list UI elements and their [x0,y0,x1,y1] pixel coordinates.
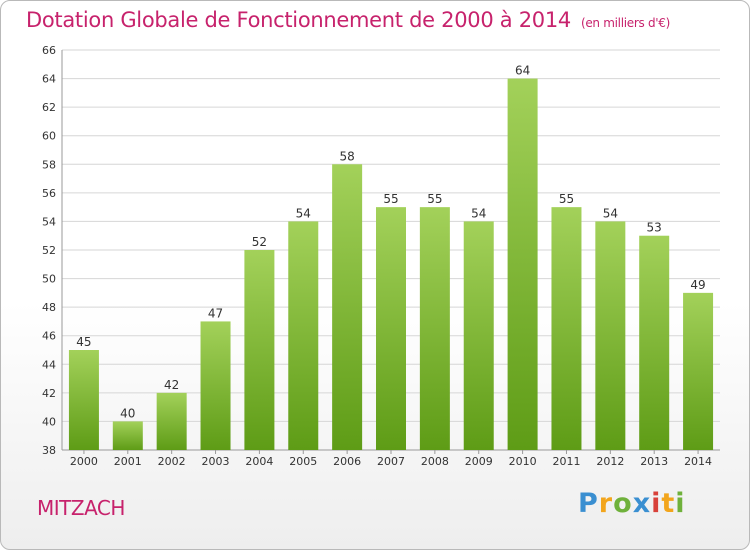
bar-value-label: 42 [164,378,179,392]
x-tick-label: 2006 [333,455,361,468]
y-tick-label: 58 [42,158,56,171]
y-tick-label: 60 [42,130,56,143]
bar-value-label: 64 [515,64,530,78]
y-tick-label: 44 [42,358,56,371]
bar-value-label: 54 [296,206,311,220]
bar [112,421,143,450]
x-tick-labels: 2000 2001 2002 2003 2004 2005 2006 2007 2008 2009… [70,450,712,468]
value-labels: 45 40 42 47 52 54 58 55 55 54 64 55 54 53 49 [76,64,705,421]
bar [639,235,670,450]
bar [200,321,231,450]
y-tick-label: 56 [42,187,56,200]
bars [68,78,714,451]
y-tick-label: 46 [42,330,56,343]
y-tick-label: 38 [42,444,56,457]
y-tick-label: 62 [42,101,56,114]
proxiti-logo[interactable]: Proxiti [578,488,686,519]
bar [551,207,582,450]
bar-value-label: 49 [690,278,705,292]
x-tick-label: 2012 [596,455,624,468]
x-tick-label: 2013 [640,455,668,468]
bar [507,78,538,451]
bar [683,292,714,450]
bar [376,207,406,450]
bar-value-label: 54 [471,206,486,220]
bar [332,164,363,451]
chart-title-text: Dotation Globale de Fonctionnement de 20… [26,8,571,32]
bar-value-label: 47 [208,306,223,320]
bar [156,392,187,450]
chart-title: Dotation Globale de Fonctionnement de 20… [26,8,670,32]
bar-value-label: 52 [252,235,267,249]
bar-value-label: 40 [120,406,135,420]
bar [419,207,450,450]
y-tick-label: 48 [42,301,56,314]
bar-value-label: 55 [427,192,442,206]
bar-value-label: 45 [76,335,91,349]
bar [244,250,275,450]
logo-letter: i [651,488,662,519]
logo-letter: x [632,488,652,519]
chart-unit: (en milliers d'€) [580,16,670,30]
x-tick-label: 2004 [245,455,273,468]
y-tick-label: 42 [42,387,56,400]
x-tick-label: 2002 [158,455,186,468]
y-tick-label: 40 [42,415,56,428]
x-tick-label: 2008 [421,455,449,468]
y-tick-labels: 38 40 42 44 46 48 50 52 54 56 58 60 62 64 66 [42,44,56,457]
bar [463,221,494,450]
y-tick-label: 66 [42,44,56,57]
logo-letter: P [578,488,599,519]
y-tick-label: 64 [42,73,56,86]
x-tick-label: 2009 [465,455,493,468]
y-tick-label: 54 [42,215,56,228]
bar-value-label: 55 [559,192,574,206]
logo-letter: t [661,488,676,519]
bar-value-label: 54 [603,206,618,220]
bar [68,350,99,450]
logo-letter: r [598,488,614,519]
y-tick-label: 50 [42,273,56,286]
bar-value-label: 58 [339,149,354,163]
bar [595,221,626,450]
x-tick-label: 2007 [377,455,405,468]
x-tick-label: 2011 [552,455,580,468]
x-tick-label: 2014 [684,455,712,468]
x-tick-label: 2000 [70,455,98,468]
logo-letter: o [613,488,633,519]
y-tick-label: 52 [42,244,56,257]
x-tick-label: 2010 [509,455,537,468]
bar-value-label: 53 [647,221,662,235]
commune-name: MITZACH [37,496,125,520]
logo-letter: i [675,488,686,519]
x-tick-label: 2003 [202,455,230,468]
x-tick-label: 2005 [289,455,317,468]
x-tick-label: 2001 [114,455,142,468]
bar-value-label: 55 [383,192,398,206]
bar [288,221,319,450]
